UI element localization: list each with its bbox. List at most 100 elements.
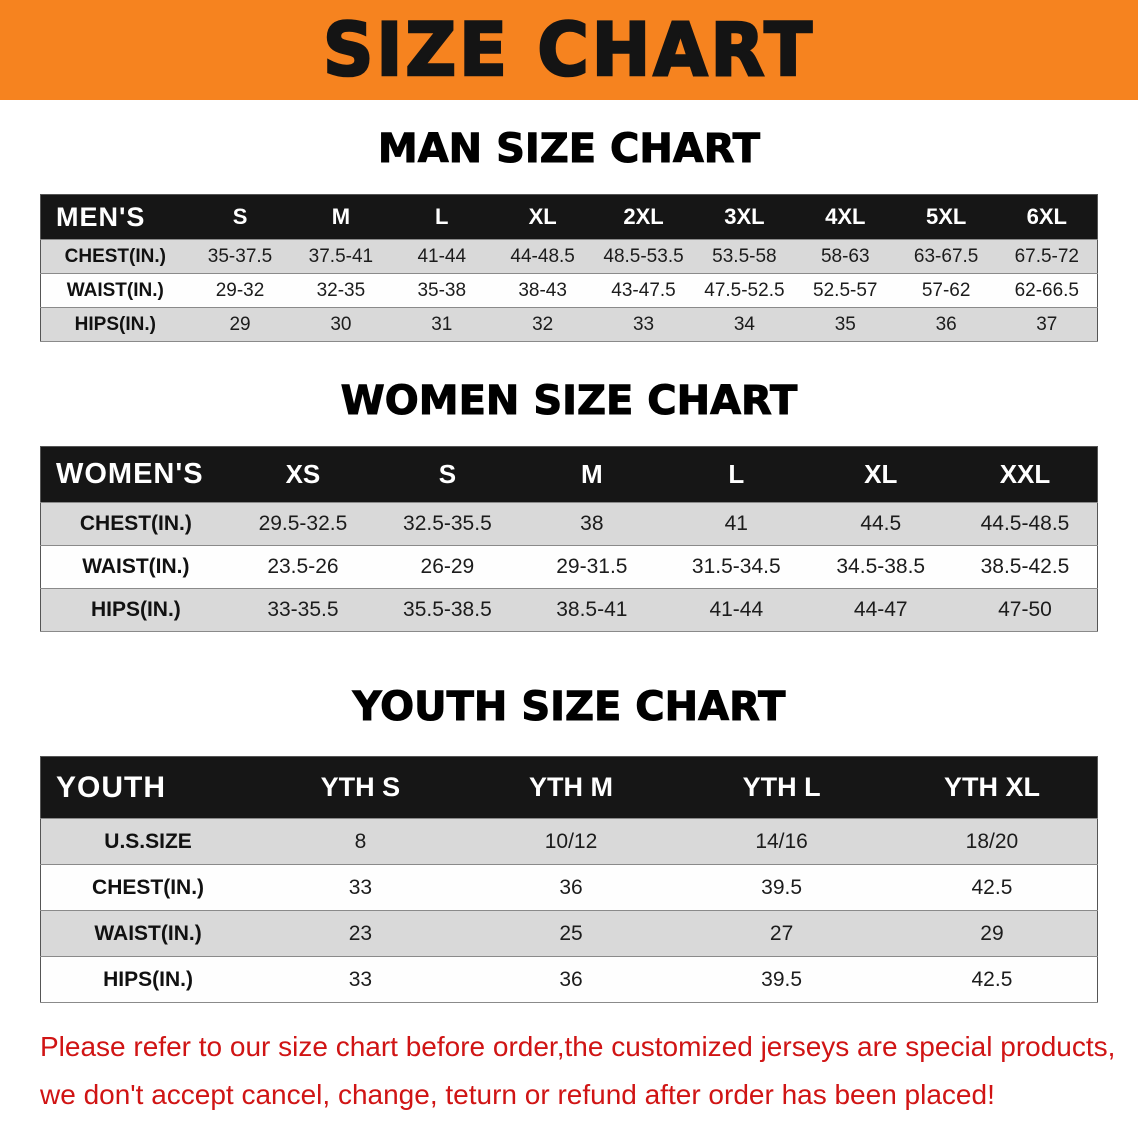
value-cell: 35-38 bbox=[417, 279, 467, 301]
value-cell: 47-50 bbox=[998, 598, 1052, 621]
value-cell: 41 bbox=[724, 512, 748, 535]
value-cell: 29 bbox=[980, 921, 1004, 945]
youth-size-header: YTH S bbox=[320, 772, 401, 802]
value-cell: 38-43 bbox=[518, 279, 567, 301]
value-cell: 29 bbox=[229, 313, 251, 335]
value-cell: 25 bbox=[559, 921, 583, 945]
row-label: HIPS(IN.) bbox=[90, 598, 181, 621]
row-label: HIPS(IN.) bbox=[103, 967, 193, 991]
men-size-header: S bbox=[232, 204, 248, 229]
men-size-header: 6XL bbox=[1026, 204, 1067, 229]
youth-section-heading: YOUTH SIZE CHART bbox=[352, 684, 786, 731]
value-cell: 14/16 bbox=[755, 829, 808, 853]
value-cell: 58-63 bbox=[820, 245, 870, 267]
value-cell: 35 bbox=[834, 313, 856, 335]
value-cell: 39.5 bbox=[761, 875, 803, 899]
women-header-row: WOMEN'S XS S M L XL XXL bbox=[40, 446, 1098, 503]
youth-measurement-row: CHEST(IN.) 33 36 39.5 42.5 bbox=[40, 864, 1098, 911]
disclaimer-line-1: Please refer to our size chart before or… bbox=[40, 1031, 1116, 1062]
value-cell: 44.5 bbox=[860, 512, 902, 535]
row-label: WAIST(IN.) bbox=[94, 921, 202, 945]
women-size-header: XS bbox=[285, 459, 321, 489]
value-cell: 44.5-48.5 bbox=[980, 512, 1070, 535]
value-cell: 62-66.5 bbox=[1014, 279, 1080, 301]
value-cell: 35-37.5 bbox=[207, 245, 273, 267]
disclaimer-line-2: we don't accept cancel, change, teturn o… bbox=[40, 1079, 995, 1110]
value-cell: 32.5-35.5 bbox=[403, 512, 492, 535]
value-cell: 41-44 bbox=[709, 598, 764, 621]
men-size-header: L bbox=[435, 204, 449, 229]
women-table-title: WOMEN'S bbox=[56, 458, 204, 490]
row-label: CHEST(IN.) bbox=[92, 875, 205, 899]
value-cell: 44-48.5 bbox=[510, 245, 575, 267]
row-label: HIPS(IN.) bbox=[74, 313, 156, 335]
value-cell: 33 bbox=[632, 313, 655, 335]
value-cell: 63-67.5 bbox=[913, 245, 979, 267]
women-section: WOMEN SIZE CHART WOMEN'S XS S M L XL XXL CHEST(… bbox=[0, 378, 1138, 632]
value-cell: 38.5-41 bbox=[556, 598, 628, 621]
value-cell: 18/20 bbox=[965, 829, 1019, 853]
value-cell: 42.5 bbox=[971, 875, 1013, 899]
value-cell: 36 bbox=[559, 967, 583, 991]
value-cell: 42.5 bbox=[971, 967, 1013, 991]
value-cell: 30 bbox=[330, 313, 352, 335]
value-cell: 23.5-26 bbox=[267, 555, 339, 578]
value-cell: 32 bbox=[532, 313, 554, 335]
row-label: WAIST(IN.) bbox=[82, 555, 190, 578]
value-cell: 36 bbox=[559, 875, 583, 899]
value-cell: 31 bbox=[431, 313, 453, 335]
value-cell: 37 bbox=[1036, 313, 1058, 335]
men-table-title: MEN'S bbox=[56, 201, 146, 232]
men-size-header: M bbox=[331, 204, 351, 229]
men-measurement-row: HIPS(IN.) 29 30 31 32 33 34 35 36 37 bbox=[40, 307, 1098, 342]
youth-table-title: YOUTH bbox=[56, 770, 166, 804]
row-label: WAIST(IN.) bbox=[66, 279, 164, 301]
value-cell: 43-47.5 bbox=[611, 279, 676, 301]
youth-size-header: YTH L bbox=[742, 772, 821, 802]
youth-header-row: YOUTH YTH S YTH M YTH L YTH XL bbox=[40, 756, 1098, 819]
value-cell: 38.5-42.5 bbox=[980, 555, 1070, 578]
value-cell: 29.5-32.5 bbox=[258, 512, 348, 535]
value-cell: 34.5-38.5 bbox=[836, 555, 926, 578]
value-cell: 23 bbox=[348, 921, 373, 945]
women-size-header: M bbox=[581, 459, 603, 489]
row-label: U.S.SIZE bbox=[104, 829, 192, 853]
youth-measurement-row: U.S.SIZE 8 10/12 14/16 18/20 bbox=[40, 818, 1098, 865]
youth-size-header: YTH XL bbox=[943, 772, 1040, 802]
value-cell: 29-32 bbox=[215, 279, 265, 301]
youth-size-table: YOUTH YTH S YTH M YTH L YTH XL U.S.SIZE 8 10/12… bbox=[40, 756, 1098, 1003]
women-measurement-row: WAIST(IN.) 23.5-26 26-29 29-31.5 31.5-34.5 34… bbox=[40, 545, 1098, 589]
men-section-heading: MAN SIZE CHART bbox=[377, 126, 761, 173]
value-cell: 36 bbox=[935, 313, 957, 335]
women-measurement-row: HIPS(IN.) 33-35.5 35.5-38.5 38.5-41 41-44 44-… bbox=[40, 588, 1098, 632]
value-cell: 31.5-34.5 bbox=[691, 555, 781, 578]
page-title: SIZE CHART bbox=[322, 6, 816, 95]
value-cell: 67.5-72 bbox=[1014, 245, 1080, 267]
value-cell: 27 bbox=[769, 921, 794, 945]
value-cell: 52.5-57 bbox=[813, 279, 878, 301]
men-size-header: 2XL bbox=[623, 204, 664, 229]
women-size-table: WOMEN'S XS S M L XL XXL CHEST(IN.) 29.5-32.5 32.5… bbox=[40, 446, 1098, 632]
youth-section: YOUTH SIZE CHART YOUTH YTH S YTH M YTH L YTH… bbox=[0, 684, 1138, 1003]
youth-size-header: YTH M bbox=[529, 772, 613, 802]
row-label: CHEST(IN.) bbox=[64, 245, 166, 267]
women-size-header: XL bbox=[864, 459, 898, 489]
value-cell: 38 bbox=[580, 512, 604, 535]
value-cell: 57-62 bbox=[921, 279, 971, 301]
men-size-header: 5XL bbox=[925, 204, 967, 229]
value-cell: 33 bbox=[348, 967, 373, 991]
men-size-table: MEN'S S M L XL 2XL 3XL 4XL 5XL 6XL CHEST(IN.) 35-37… bbox=[40, 194, 1098, 342]
women-size-header: L bbox=[728, 459, 745, 489]
men-size-header: XL bbox=[528, 204, 557, 229]
banner: SIZE CHART bbox=[0, 0, 1138, 100]
women-size-header: S bbox=[438, 459, 457, 489]
men-section: MAN SIZE CHART MEN'S S M L XL 2XL 3XL 4XL 5XL 6XL… bbox=[0, 126, 1138, 342]
value-cell: 26-29 bbox=[420, 555, 475, 578]
disclaimer: Please refer to our size chart before or… bbox=[40, 1023, 1118, 1119]
value-cell: 44-47 bbox=[853, 598, 908, 621]
value-cell: 29-31.5 bbox=[556, 555, 628, 578]
value-cell: 41-44 bbox=[417, 245, 467, 267]
women-measurement-row: CHEST(IN.) 29.5-32.5 32.5-35.5 38 41 44.5 44.5… bbox=[40, 502, 1098, 546]
value-cell: 37.5-41 bbox=[308, 245, 374, 267]
women-size-header: XXL bbox=[999, 459, 1051, 489]
